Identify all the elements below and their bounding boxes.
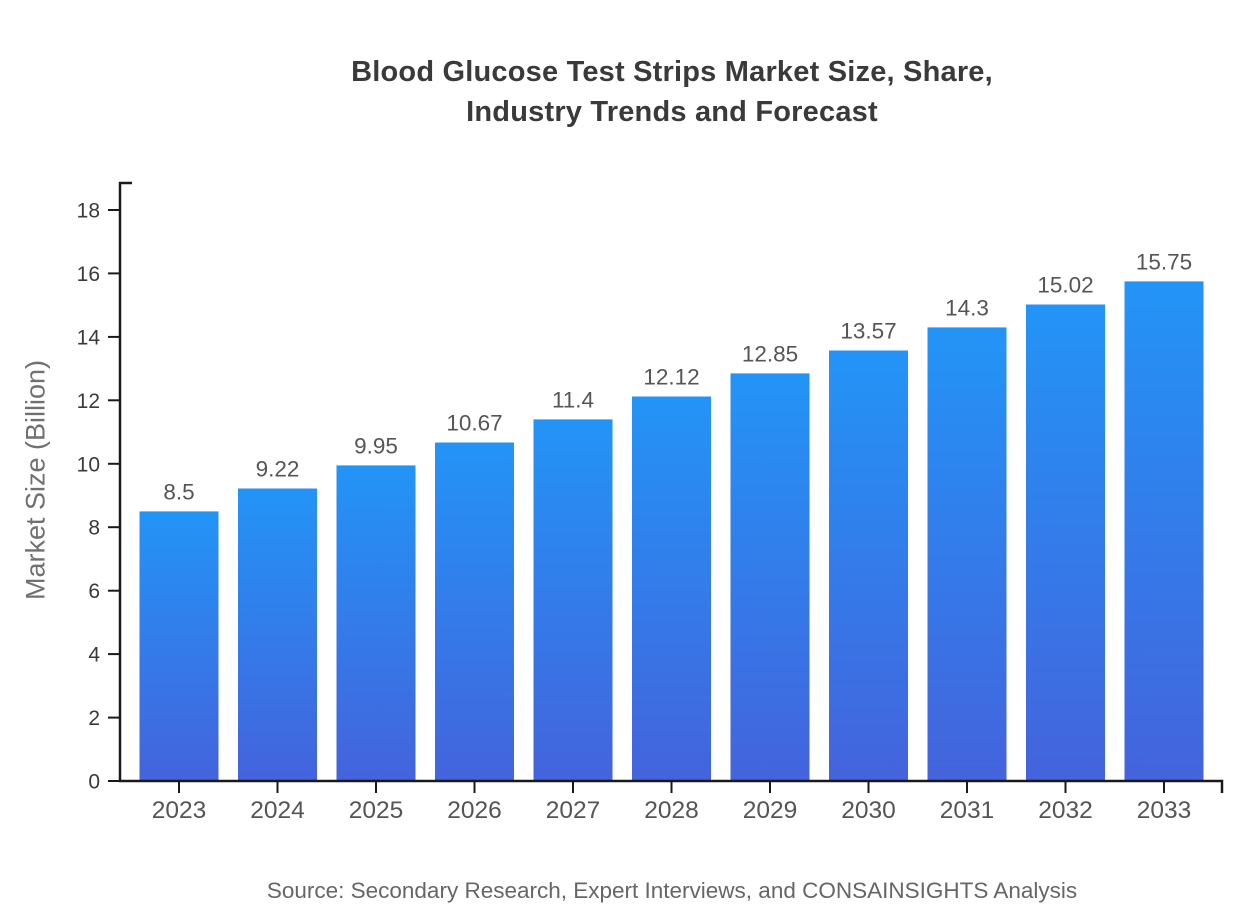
y-tick-label: 4	[88, 644, 100, 667]
bar	[238, 488, 317, 781]
y-tick-label: 16	[77, 263, 100, 286]
x-tick-label: 2024	[250, 797, 305, 824]
bar	[1124, 281, 1204, 781]
axis-line	[118, 181, 1224, 793]
bar-value-label: 11.4	[552, 387, 594, 412]
source-note: Source: Secondary Research, Expert Inter…	[266, 878, 1078, 903]
bar	[1026, 304, 1105, 781]
x-tick-label: 2033	[1137, 797, 1192, 824]
y-tick-label: 14	[77, 326, 101, 349]
bar	[632, 396, 711, 781]
bar	[533, 419, 613, 781]
axes-group	[108, 181, 1224, 793]
bar-value-label: 15.75	[1136, 249, 1192, 274]
chart-title-line-2: Industry Trends and Forecast	[466, 96, 878, 128]
x-tick-label: 2028	[644, 797, 699, 824]
x-tick-label: 2029	[743, 797, 798, 824]
bar	[336, 465, 416, 781]
chart-title: Blood Glucose Test Strips Market Size, S…	[84, 52, 1260, 132]
x-tick-label: 2025	[349, 797, 404, 824]
bar-value-label: 8.5	[163, 479, 194, 504]
bar-value-label: 12.85	[742, 341, 798, 366]
bar	[139, 511, 219, 781]
bar-value-label: 9.95	[354, 433, 398, 458]
bar	[435, 442, 514, 781]
y-tick-label: 0	[88, 771, 100, 794]
x-tick-label: 2031	[940, 797, 995, 824]
x-tick-label: 2023	[152, 797, 207, 824]
y-tick-label: 6	[88, 580, 100, 603]
bar-value-label: 10.67	[446, 411, 502, 436]
y-tick-label: 10	[77, 453, 100, 476]
bar-value-label: 12.12	[643, 365, 699, 390]
labels-group: 8.5 2023 9.22 2024 9.95 2025 10.67 2026 11.4 2027…	[77, 200, 1193, 825]
y-tick-label: 18	[77, 200, 100, 223]
bar-value-label: 15.02	[1037, 273, 1093, 298]
bar	[829, 350, 908, 781]
bar-value-label: 13.57	[840, 319, 896, 344]
chart-title-line-1: Blood Glucose Test Strips Market Size, S…	[351, 56, 993, 88]
x-tick-label: 2027	[546, 797, 601, 824]
bar-value-label: 9.22	[256, 457, 300, 482]
y-tick-label: 12	[77, 390, 100, 413]
y-tick-label: 8	[88, 517, 100, 540]
bar-value-label: 14.3	[945, 295, 989, 320]
bar	[927, 327, 1007, 781]
x-tick-label: 2032	[1038, 797, 1093, 824]
x-tick-label: 2026	[447, 797, 502, 824]
y-tick-label: 2	[88, 707, 100, 730]
bars-group	[139, 281, 1204, 781]
bar	[730, 373, 810, 781]
x-tick-label: 2030	[841, 797, 896, 824]
